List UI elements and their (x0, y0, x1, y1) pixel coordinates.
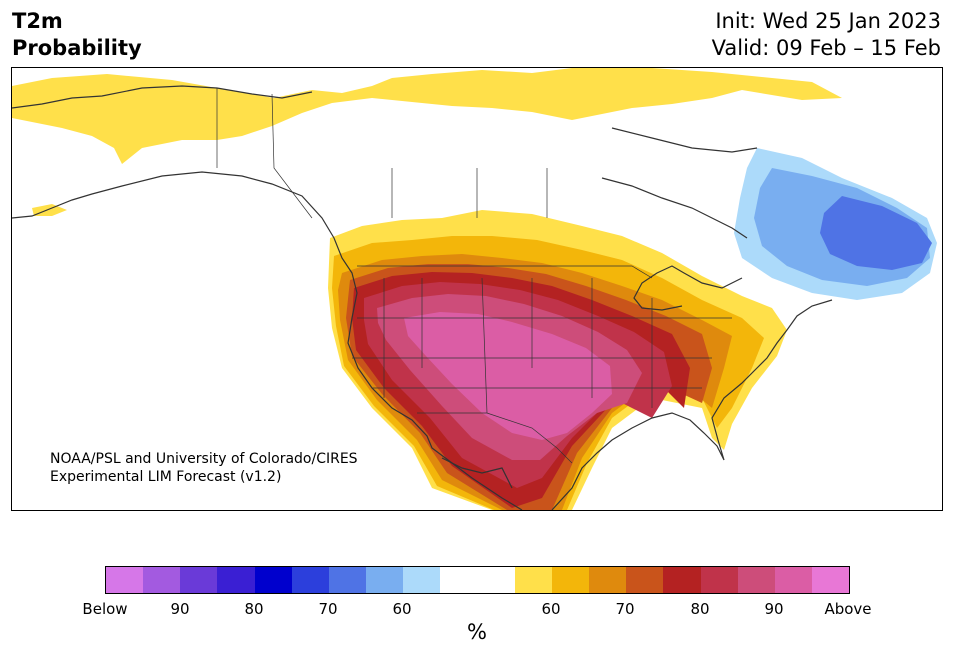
colorbar-tick-label: Below (82, 600, 128, 618)
colorbar (105, 566, 850, 594)
credit-line-2: Experimental LIM Forecast (v1.2) (50, 469, 282, 485)
colorbar-segment (663, 567, 701, 593)
colorbar-segment (366, 567, 404, 593)
colorbar-segment (328, 567, 367, 593)
colorbar-segment (403, 567, 441, 593)
colorbar-segment (514, 567, 552, 593)
map-outlines (12, 85, 833, 510)
colorbar-tick-label: 60 (392, 600, 412, 618)
colorbar-tick-label: 70 (615, 600, 635, 618)
colorbar-segment (106, 567, 144, 593)
colorbar-segment (774, 567, 812, 593)
colorbar-tick-label: 90 (170, 600, 190, 618)
map-title: T2m Probability (12, 8, 142, 62)
colorbar-segment (811, 567, 850, 593)
colorbar-segment (143, 567, 181, 593)
colorbar-tick-label: Above (824, 600, 872, 618)
cold-region-70 (820, 196, 932, 270)
forecast-dates: Init: Wed 25 Jan 2023 Valid: 09 Feb – 15… (712, 8, 941, 62)
init-date: Init: Wed 25 Jan 2023 (715, 9, 941, 33)
colorbar-tick-label: 80 (690, 600, 710, 618)
credit-line-1: NOAA/PSL and University of Colorado/CIRE… (50, 451, 358, 467)
probability-map: NOAA/PSL and University of Colorado/CIRE… (11, 67, 943, 511)
colorbar-tick-label: 90 (764, 600, 784, 618)
colorbar-segment (180, 567, 218, 593)
colorbar-segment (589, 567, 627, 593)
colorbar-tick-label: 70 (318, 600, 338, 618)
arctic-warm-region (12, 68, 842, 164)
valid-date: Valid: 09 Feb – 15 Feb (711, 36, 941, 60)
colorbar-segment (217, 567, 255, 593)
colorbar-tick-label: 80 (244, 600, 264, 618)
colorbar-segment (700, 567, 738, 593)
colorbar-segment (440, 567, 478, 593)
colorbar-unit: % (467, 620, 487, 644)
colorbar-segment (477, 567, 515, 593)
title-type: Probability (12, 36, 142, 60)
colorbar-segment (254, 567, 292, 593)
political-borders (216, 88, 732, 464)
data-credit: NOAA/PSL and University of Colorado/CIRE… (50, 450, 358, 486)
map-canvas (12, 68, 937, 510)
colorbar-segment (737, 567, 775, 593)
title-variable: T2m (12, 9, 63, 33)
colorbar-segment (626, 567, 664, 593)
warm-region-95 (404, 312, 612, 440)
colorbar-segment (551, 567, 590, 593)
colorbar-tick-label: 60 (541, 600, 561, 618)
colorbar-segment (291, 567, 329, 593)
